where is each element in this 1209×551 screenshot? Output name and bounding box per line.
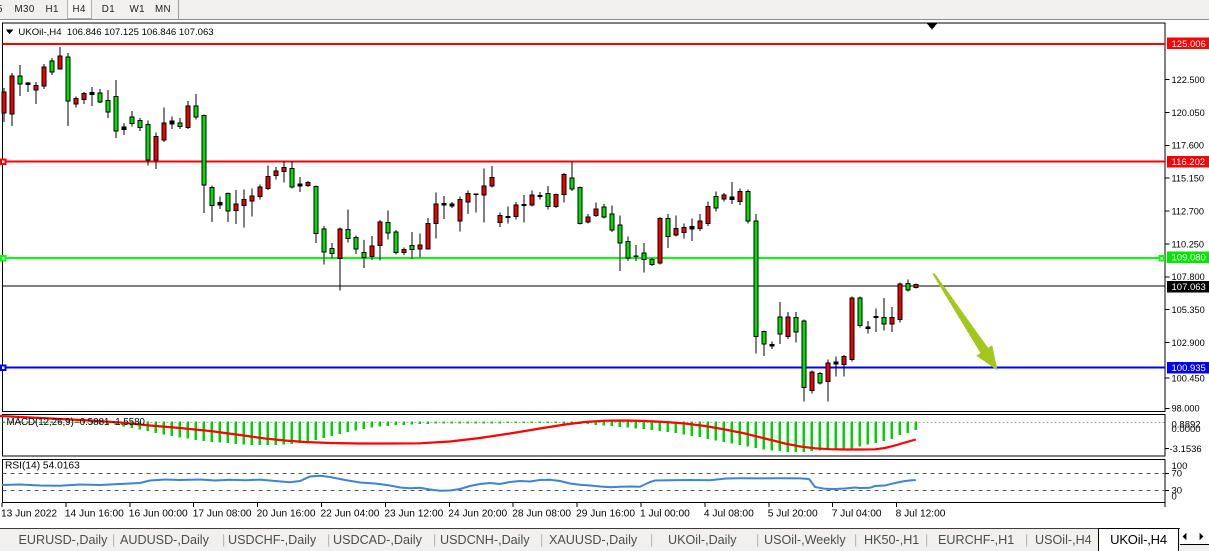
svg-text:107.800: 107.800 bbox=[1172, 272, 1205, 282]
svg-text:23 Jun 12:00: 23 Jun 12:00 bbox=[384, 509, 443, 520]
svg-text:107.063: 107.063 bbox=[1172, 282, 1206, 293]
svg-text:24 Jun 20:00: 24 Jun 20:00 bbox=[448, 509, 507, 520]
svg-text:7 Jul 04:00: 7 Jul 04:00 bbox=[832, 509, 882, 520]
svg-text:22 Jun 04:00: 22 Jun 04:00 bbox=[321, 509, 380, 520]
svg-text:102.900: 102.900 bbox=[1172, 338, 1205, 348]
svg-text:70: 70 bbox=[1172, 469, 1183, 480]
svg-text:8 Jul 12:00: 8 Jul 12:00 bbox=[896, 509, 946, 520]
svg-text:116.202: 116.202 bbox=[1172, 157, 1206, 168]
svg-text:-3.1536: -3.1536 bbox=[1170, 444, 1202, 455]
svg-text:122.500: 122.500 bbox=[1172, 75, 1205, 85]
svg-text:0.8892: 0.8892 bbox=[1172, 419, 1201, 430]
svg-text:14 Jun 16:00: 14 Jun 16:00 bbox=[65, 509, 124, 520]
svg-text:MACD(12,26,9) -0.5881 -1.5580: MACD(12,26,9) -0.5881 -1.5580 bbox=[7, 417, 146, 428]
svg-text:0.0000: 0.0000 bbox=[1172, 424, 1201, 435]
svg-text:112.700: 112.700 bbox=[1172, 206, 1205, 216]
svg-text:115.150: 115.150 bbox=[1172, 174, 1205, 184]
svg-text:100.935: 100.935 bbox=[1172, 363, 1206, 374]
svg-text:117.600: 117.600 bbox=[1172, 141, 1205, 151]
svg-text:28 Jun 08:00: 28 Jun 08:00 bbox=[512, 509, 571, 520]
svg-text:20 Jun 16:00: 20 Jun 16:00 bbox=[257, 509, 316, 520]
svg-text:105.350: 105.350 bbox=[1172, 305, 1205, 315]
svg-text:4 Jul 08:00: 4 Jul 08:00 bbox=[704, 509, 754, 520]
svg-text:30: 30 bbox=[1172, 486, 1183, 497]
svg-text:29 Jun 16:00: 29 Jun 16:00 bbox=[576, 509, 635, 520]
svg-text:5 Jul 20:00: 5 Jul 20:00 bbox=[768, 509, 818, 520]
svg-text:110.250: 110.250 bbox=[1172, 239, 1205, 249]
svg-text:100.450: 100.450 bbox=[1172, 373, 1205, 383]
svg-text:100: 100 bbox=[1172, 461, 1188, 472]
svg-text:UKOil-,H4 106.846 107.125 106: UKOil-,H4 106.846 107.125 106.846 107.06… bbox=[18, 27, 213, 38]
svg-text:125.006: 125.006 bbox=[1172, 39, 1206, 50]
svg-text:109.080: 109.080 bbox=[1172, 253, 1206, 264]
svg-text:1 Jul 00:00: 1 Jul 00:00 bbox=[640, 509, 690, 520]
svg-text:98.000: 98.000 bbox=[1172, 404, 1200, 414]
svg-text:RSI(14) 54.0163: RSI(14) 54.0163 bbox=[5, 460, 80, 471]
svg-text:16 Jun 00:00: 16 Jun 00:00 bbox=[129, 509, 188, 520]
svg-text:0: 0 bbox=[1172, 491, 1177, 502]
svg-text:13 Jun 2022: 13 Jun 2022 bbox=[1, 509, 57, 520]
svg-text:120.050: 120.050 bbox=[1172, 108, 1205, 118]
svg-text:17 Jun 08:00: 17 Jun 08:00 bbox=[193, 509, 252, 520]
